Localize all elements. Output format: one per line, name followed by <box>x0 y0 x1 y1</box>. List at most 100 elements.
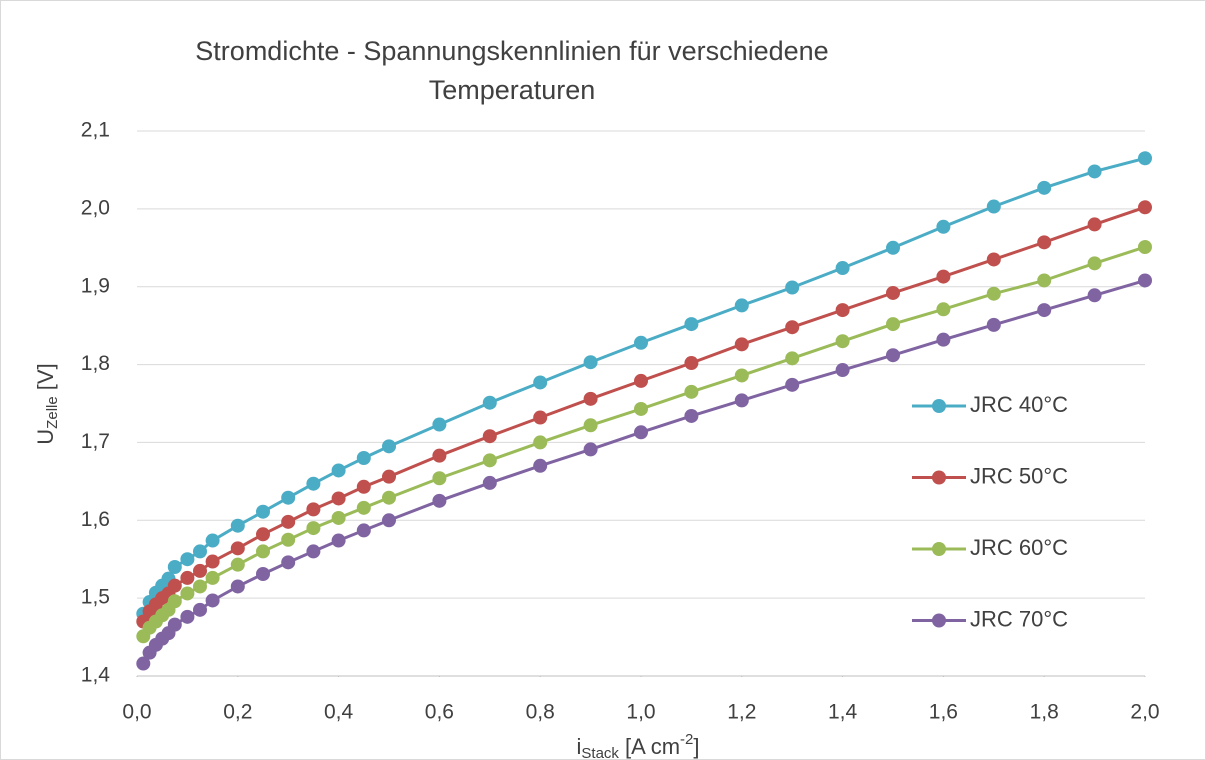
x-tick-label: 1,6 <box>929 701 958 724</box>
data-point <box>193 602 207 617</box>
legend-label: JRC 40°C <box>970 392 1068 417</box>
legend-marker <box>932 399 946 413</box>
y-tick-label: 2,0 <box>81 196 110 219</box>
data-point <box>382 513 396 528</box>
data-point <box>886 317 900 332</box>
data-point <box>482 395 497 410</box>
y-label-main: U <box>33 429 58 445</box>
data-point <box>835 261 850 276</box>
legend-label: JRC 70°C <box>970 606 1068 631</box>
data-point <box>1037 303 1052 318</box>
data-point <box>205 593 220 608</box>
data-point <box>936 219 951 234</box>
data-point <box>136 656 151 671</box>
data-point <box>331 463 346 478</box>
data-point <box>1087 288 1102 303</box>
data-point <box>432 417 447 432</box>
data-point <box>1037 180 1052 195</box>
data-point <box>256 504 270 519</box>
data-point <box>734 298 749 313</box>
y-tick-label: 1,8 <box>81 352 110 375</box>
y-label-sub: Zelle <box>44 396 61 429</box>
x-label-rest: [A cm <box>619 734 680 759</box>
data-point <box>230 557 245 572</box>
y-tick-label: 1,5 <box>81 586 110 609</box>
data-point <box>193 579 207 594</box>
legend-label: JRC 60°C <box>970 535 1068 560</box>
chart-title: Temperaturen <box>429 75 596 105</box>
data-point <box>734 337 749 352</box>
x-tick-label: 2,0 <box>1130 701 1159 724</box>
data-point <box>482 429 497 444</box>
data-point <box>356 500 371 515</box>
data-point <box>785 351 800 366</box>
x-tick-label: 1,2 <box>727 701 756 724</box>
data-point <box>356 479 371 494</box>
data-point <box>432 493 447 508</box>
data-point <box>986 286 1001 301</box>
data-point <box>583 418 598 433</box>
data-point <box>1037 273 1052 288</box>
data-point <box>331 491 346 506</box>
data-point <box>583 391 598 406</box>
data-point <box>482 453 497 468</box>
data-point <box>167 578 182 593</box>
data-point <box>306 502 321 517</box>
legend-marker <box>932 542 946 556</box>
data-point <box>281 555 296 570</box>
data-point <box>634 401 648 416</box>
data-point <box>180 552 195 567</box>
data-point <box>356 523 371 538</box>
data-point <box>634 335 648 350</box>
data-point <box>281 514 296 529</box>
data-point <box>382 490 396 505</box>
data-point <box>785 320 800 335</box>
data-point <box>886 285 900 300</box>
x-tick-label: 1,4 <box>828 701 858 724</box>
data-point <box>533 410 548 425</box>
data-point <box>1138 151 1152 166</box>
data-point <box>356 451 371 465</box>
data-point <box>936 332 951 347</box>
data-point <box>1087 164 1102 179</box>
data-point <box>835 334 850 349</box>
data-point <box>205 554 220 569</box>
data-point <box>1087 217 1102 232</box>
x-label-sub: Stack <box>581 745 619 760</box>
data-point <box>886 348 900 363</box>
data-point <box>583 442 598 457</box>
x-label-end: ] <box>693 734 699 759</box>
data-point <box>785 280 800 295</box>
data-point <box>230 541 245 556</box>
y-axis-title: UZelle [V] <box>33 363 61 444</box>
data-point <box>684 384 699 399</box>
data-point <box>193 544 207 559</box>
x-tick-label: 0,0 <box>122 701 151 724</box>
data-point <box>886 240 900 255</box>
data-point <box>167 560 182 574</box>
data-point <box>331 510 346 525</box>
x-label-sup: -2 <box>680 731 693 748</box>
data-point <box>533 375 548 390</box>
x-label-main: i <box>577 734 582 759</box>
chart-title: Stromdichte - Spannungskennlinien für ve… <box>195 36 828 66</box>
data-point <box>684 317 699 332</box>
data-point <box>482 475 497 490</box>
x-tick-label: 0,8 <box>526 701 555 724</box>
data-point <box>432 448 447 463</box>
data-point <box>256 527 270 542</box>
data-point <box>180 570 195 585</box>
y-axis-label: UZelle [V] <box>33 363 61 444</box>
legend-label: JRC 50°C <box>970 463 1068 488</box>
data-point <box>306 544 321 559</box>
data-point <box>432 471 447 486</box>
data-point <box>986 317 1001 332</box>
y-tick-label: 1,4 <box>81 664 111 687</box>
y-label-rest: [V] <box>33 363 58 396</box>
data-point <box>785 377 800 392</box>
data-point <box>986 199 1001 214</box>
data-point <box>533 435 548 450</box>
data-point <box>205 533 220 548</box>
data-point <box>684 408 699 423</box>
data-point <box>734 368 749 383</box>
